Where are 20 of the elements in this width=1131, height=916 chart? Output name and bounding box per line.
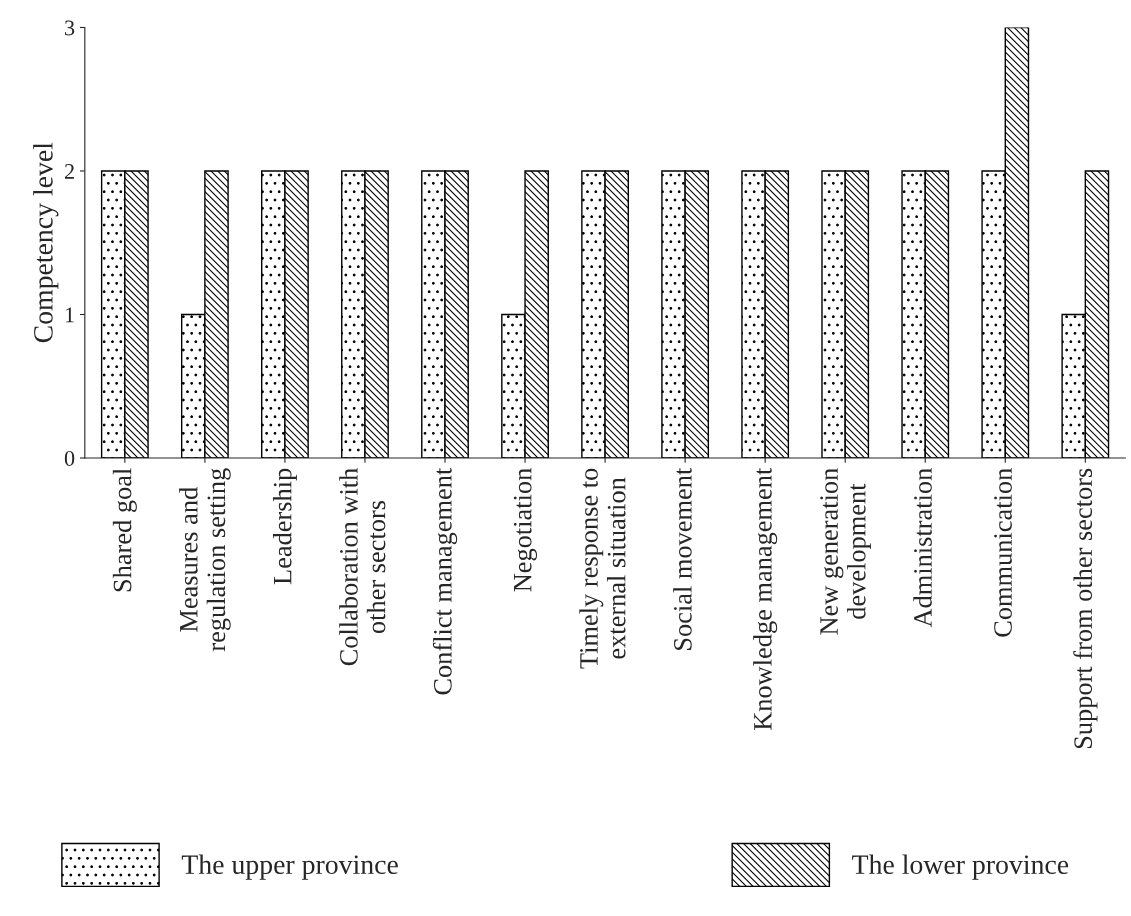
x-tick-label: Timely response to external situation (579, 468, 626, 669)
x-tick-label: New generation development (820, 468, 871, 635)
x-tick-label: Support from other sectors (1073, 468, 1098, 749)
x-tick-label: Conflict management (432, 467, 458, 695)
y-tick-label: 3 (65, 20, 75, 36)
x-tick-label: Measures and regulation setting (179, 468, 231, 652)
legend-label: The upper province (181, 854, 398, 880)
x-tick-label: Administration (913, 468, 932, 628)
x-tick-label: Communication (994, 468, 1012, 637)
x-tick-label: Leadership (272, 468, 297, 585)
x-tick-label: Shared goal (112, 468, 137, 592)
y-tick-label: 2 (64, 163, 74, 179)
x-tick-label: Social movement (673, 467, 692, 650)
y-axis-title: Competency level (33, 142, 59, 343)
y-tick-label: 1 (65, 307, 74, 323)
y-tick-label: 0 (64, 450, 75, 466)
x-tick-label: Collaboration with other sectors (339, 468, 386, 666)
legend-label: The lower province (852, 854, 1069, 880)
x-tick-label: Knowledge management (753, 467, 778, 731)
x-tick-label: Negotiation (513, 468, 538, 592)
